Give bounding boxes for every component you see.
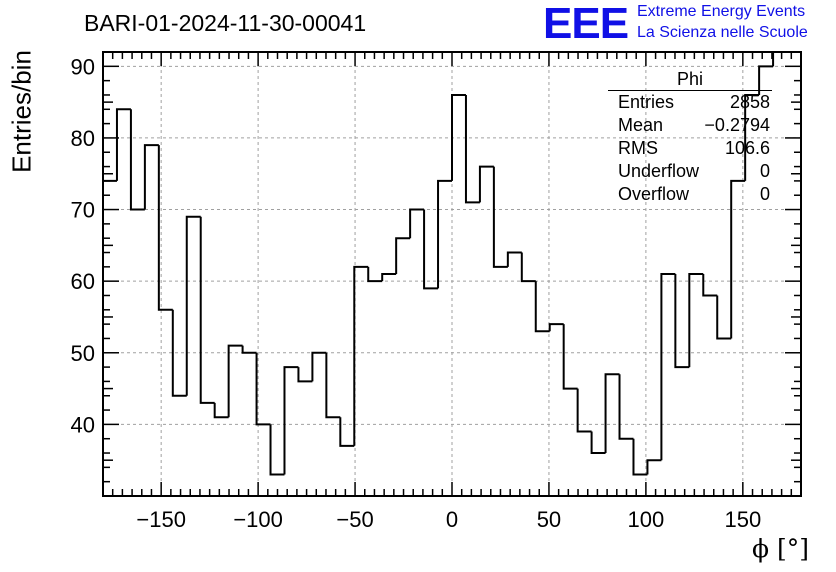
stats-box: Phi Entries 2858 Mean −0.2794 RMS 106.6 … bbox=[608, 68, 772, 206]
histogram-bin bbox=[185, 215, 201, 396]
logo-line-2: La Scienza nelle Scuole bbox=[637, 24, 808, 41]
stats-label: Underflow bbox=[618, 161, 700, 181]
histogram-bin bbox=[646, 459, 662, 475]
stats-value: 0 bbox=[759, 161, 770, 181]
y-tick-label: 80 bbox=[71, 126, 95, 151]
stats-label: RMS bbox=[618, 138, 658, 158]
y-tick-label: 70 bbox=[71, 198, 95, 223]
histogram-bin bbox=[464, 94, 480, 204]
x-tick-label: 50 bbox=[537, 507, 561, 532]
histogram-bin bbox=[437, 179, 452, 289]
x-tick-label: −150 bbox=[136, 507, 186, 532]
axes: −150 −100 −50 0 50 100 150 40 50 60 70 80 90 bbox=[71, 51, 802, 532]
histogram-bin bbox=[772, 51, 788, 67]
histogram-bin bbox=[269, 424, 285, 476]
chart-title: BARI-01-2024-11-30-00041 bbox=[84, 10, 367, 36]
stats-row-entries: Entries 2858 bbox=[608, 91, 772, 114]
histogram-bin bbox=[618, 374, 634, 440]
histogram-bin bbox=[506, 251, 522, 267]
histogram-bin bbox=[213, 402, 229, 419]
histogram-bin bbox=[660, 273, 676, 461]
histogram-bin bbox=[688, 273, 704, 368]
stats-value: 0 bbox=[759, 184, 770, 204]
histogram-bin bbox=[115, 108, 131, 181]
stats-label: Entries bbox=[618, 92, 675, 112]
x-tick-label: 150 bbox=[724, 507, 761, 532]
histogram-bin bbox=[702, 274, 718, 297]
histogram-bin bbox=[520, 252, 536, 283]
histogram-bin bbox=[744, 93, 760, 181]
histogram-bin bbox=[451, 93, 466, 181]
stats-label: Mean bbox=[618, 115, 664, 135]
histogram-bin bbox=[241, 345, 257, 354]
histogram-bin bbox=[171, 309, 187, 397]
histogram-bin bbox=[339, 417, 355, 447]
histogram-bin bbox=[227, 344, 243, 418]
x-tick-label: −50 bbox=[336, 507, 373, 532]
histogram-bin bbox=[395, 237, 411, 274]
histogram-bin bbox=[129, 109, 145, 211]
histogram-bin bbox=[283, 366, 299, 475]
y-tick-label: 90 bbox=[71, 54, 95, 79]
stats-value: 106.6 bbox=[724, 138, 770, 158]
histogram-bin bbox=[199, 216, 215, 404]
logo-line-1: Extreme Energy Events bbox=[637, 3, 806, 20]
histogram-bin bbox=[381, 273, 397, 282]
histogram-bin bbox=[758, 65, 774, 95]
x-axis-label: ϕ [°] bbox=[752, 534, 809, 563]
histogram-bin bbox=[590, 431, 606, 455]
histogram-bin bbox=[367, 266, 383, 283]
x-tick-label: 100 bbox=[628, 507, 665, 532]
eee-logo: EEE bbox=[543, 0, 629, 48]
y-tick-label: 40 bbox=[71, 412, 95, 437]
y-axis-label: Entries/bin bbox=[6, 50, 37, 173]
stats-value: −0.2794 bbox=[704, 115, 770, 135]
histogram-bin bbox=[576, 388, 592, 433]
histogram-series bbox=[102, 51, 802, 496]
histogram-bin bbox=[409, 208, 425, 239]
histogram-bin bbox=[674, 274, 690, 369]
stats-row-underflow: Underflow 0 bbox=[608, 160, 772, 183]
histogram-bin bbox=[562, 324, 578, 390]
histogram-bin bbox=[492, 166, 508, 268]
histogram-bin bbox=[423, 209, 439, 290]
stats-value: 2858 bbox=[729, 92, 770, 112]
histogram-bin bbox=[157, 145, 173, 311]
histogram-bin bbox=[548, 323, 564, 332]
histogram-bin bbox=[353, 265, 369, 446]
histogram-bin bbox=[730, 179, 746, 339]
histogram-bin bbox=[325, 352, 341, 419]
stats-row-mean: Mean −0.2794 bbox=[608, 114, 772, 137]
stats-row-overflow: Overflow 0 bbox=[608, 183, 772, 206]
histogram-bin bbox=[311, 351, 327, 382]
stats-box-title: Phi bbox=[608, 68, 772, 91]
histogram-bin bbox=[716, 295, 732, 340]
histogram-bin bbox=[787, 51, 802, 496]
x-tick-label: 0 bbox=[446, 507, 458, 532]
histogram-bin bbox=[632, 438, 648, 476]
histogram-bin bbox=[255, 352, 271, 426]
histogram-bin bbox=[143, 144, 159, 210]
x-tick-label: −100 bbox=[233, 507, 283, 532]
y-tick-label: 50 bbox=[71, 341, 95, 366]
stats-label: Overflow bbox=[618, 184, 690, 204]
stats-row-rms: RMS 106.6 bbox=[608, 137, 772, 160]
y-tick-label: 60 bbox=[71, 269, 95, 294]
histogram-bin bbox=[478, 165, 494, 203]
histogram-bin bbox=[534, 281, 550, 333]
histogram-bin bbox=[297, 367, 313, 383]
histogram-bin bbox=[604, 373, 620, 454]
